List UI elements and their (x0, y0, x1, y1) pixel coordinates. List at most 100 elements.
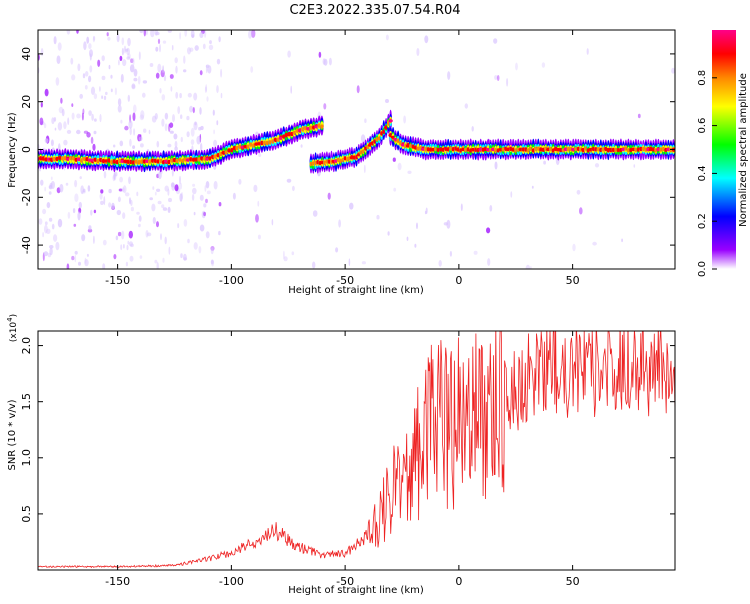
spectrogram-speckle (50, 139, 54, 147)
spectrogram-y-tick-label: -40 (20, 236, 33, 254)
spectrogram-cell (71, 156, 76, 161)
spectrogram-speckle (179, 32, 181, 40)
spectrogram-speckle (138, 51, 141, 60)
spectrogram-cell (534, 146, 538, 151)
spectrogram-speckle (424, 210, 427, 215)
spectrogram-speckle (407, 170, 412, 174)
colorbar-tick-label: 0.4 (697, 165, 708, 181)
spectrogram-speckle (76, 30, 79, 34)
colorbar: 0.0 0.2 0.4 0.6 0.8 Normalized spectral ampl… (697, 30, 749, 277)
colorbar-tick-label: 0.2 (697, 213, 708, 229)
spectrogram-speckle (335, 247, 339, 253)
spectrogram-speckle (169, 122, 174, 128)
spectrogram-speckle (671, 67, 675, 74)
spectrogram-speckle (210, 247, 214, 255)
spectrogram-speckle (103, 95, 107, 100)
spectrogram-speckle (58, 106, 64, 114)
spectrogram-speckle (193, 211, 196, 216)
spectrogram-speckle (38, 218, 43, 225)
spectrogram-cell (112, 159, 117, 164)
colorbar-tick-label: 0.0 (697, 261, 708, 277)
spectrogram-cell (396, 138, 400, 143)
spectrogram-speckle (216, 120, 219, 126)
spectrogram-speckle (216, 85, 219, 94)
spectrogram-cell (436, 147, 440, 153)
spectrogram-speckle (42, 208, 47, 215)
spectrogram-cell (170, 158, 174, 163)
spectrogram-speckle (117, 104, 122, 113)
spectrogram-speckle (170, 86, 173, 92)
spectrogram-speckle (406, 236, 409, 241)
snr-panel: -150 -100 -50 0 50 0.5 1.0 1.5 2.0 Height of st… (6, 314, 676, 596)
spectrogram-cell (449, 146, 453, 151)
spectrogram-speckle (192, 183, 196, 187)
spectrogram-speckle (42, 232, 44, 238)
spectrogram-speckle (140, 143, 144, 148)
spectrogram-speckle (136, 211, 140, 215)
spectrogram-speckle (283, 256, 288, 262)
spectrogram-speckle (486, 227, 491, 234)
spectrogram-speckle (291, 251, 295, 256)
spectrogram-speckle (93, 209, 97, 214)
spectrogram-cell (596, 147, 600, 152)
spectrogram-cell (641, 146, 645, 152)
spectrogram-cell (140, 159, 144, 164)
spectrogram-cell (191, 157, 196, 162)
spectrogram-speckle (179, 182, 183, 190)
spectrogram-speckle (50, 181, 56, 189)
spectrogram-speckle (173, 133, 178, 140)
spectrogram-speckle (73, 223, 77, 227)
spectrogram-cell (301, 127, 305, 132)
spectrogram-speckle (212, 109, 215, 116)
spectrogram-speckle (156, 221, 159, 228)
spectrogram-cell (346, 156, 349, 162)
spectrogram-cell (521, 147, 525, 152)
spectrogram-speckle (71, 112, 75, 120)
spectrogram-speckle (312, 261, 316, 269)
spectrogram-speckle (180, 136, 183, 143)
spectrogram-cell (661, 146, 665, 152)
spectrogram-speckle (44, 221, 48, 226)
spectrogram-speckle (72, 208, 76, 214)
spectrogram-speckle (193, 242, 198, 250)
spectrogram-speckle (136, 191, 139, 197)
spectrogram-speckle (193, 92, 198, 101)
spectrogram-speckle (49, 247, 53, 256)
spectrogram-speckle (199, 32, 204, 38)
spectrogram-speckle (364, 118, 367, 123)
spectrogram-speckle (142, 80, 148, 84)
spectrogram-speckle (129, 138, 132, 147)
snr-series-line (38, 331, 675, 569)
spectrogram-speckle (89, 53, 92, 61)
spectrogram-speckle (122, 212, 126, 220)
spectrogram-y-tick-label: 40 (20, 47, 33, 61)
spectrogram-speckle (105, 91, 108, 96)
spectrogram-cell (208, 156, 212, 161)
spectrogram-speckle (84, 259, 89, 267)
spectrogram-speckle (183, 219, 188, 227)
spectrogram-y-label: Frequency (Hz) (7, 112, 18, 188)
spectrogram-speckle (174, 57, 178, 64)
spectrogram-speckle (199, 194, 204, 201)
spectrogram-speckle (376, 214, 380, 220)
spectrogram-speckle (218, 202, 222, 207)
spectrogram-cell (574, 146, 578, 152)
spectrogram-speckle (90, 136, 94, 144)
spectrogram-speckle (113, 144, 116, 148)
spectrogram-cell (644, 147, 648, 152)
spectrogram-speckle (132, 112, 136, 121)
spectrogram-speckle (133, 128, 136, 136)
spectrogram-speckle (94, 118, 97, 122)
spectrogram-speckle (179, 93, 182, 99)
spectrogram-speckle (117, 196, 121, 203)
spectrogram-cell (172, 157, 177, 163)
spectrogram-speckle (149, 63, 154, 67)
spectrogram-cell (526, 148, 530, 153)
spectrogram-speckle (199, 107, 202, 115)
spectrogram-speckle (57, 122, 63, 131)
spectrogram-speckle (179, 193, 183, 202)
spectrogram-speckle (283, 250, 285, 260)
spectrogram-cell (611, 147, 615, 153)
spectrogram-speckle (59, 183, 64, 193)
spectrogram-speckle (487, 258, 491, 266)
